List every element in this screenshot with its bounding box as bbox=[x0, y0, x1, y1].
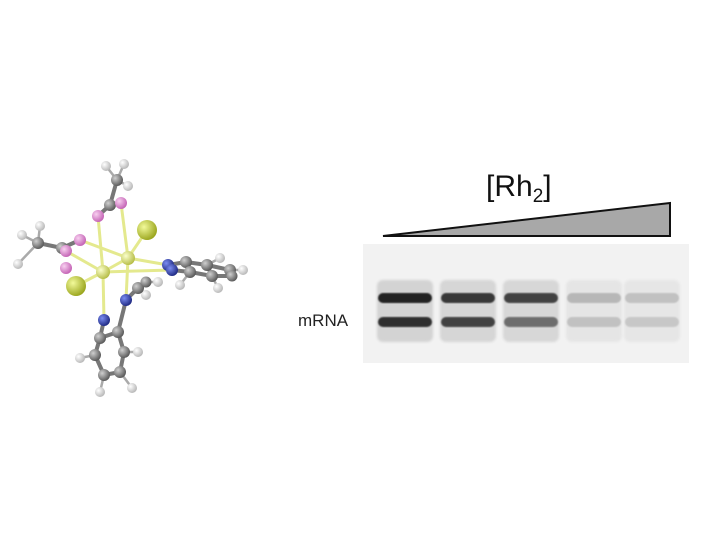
concentration-label: [Rh2] bbox=[486, 170, 552, 207]
gel-band-upper-lane-2 bbox=[441, 293, 495, 303]
gel-lane-1 bbox=[377, 280, 433, 342]
gel-band-upper-lane-4 bbox=[567, 293, 621, 303]
nitrogen-atoms bbox=[98, 259, 178, 326]
gel-lanes bbox=[377, 280, 680, 342]
chlorine-atoms bbox=[66, 220, 157, 296]
hydrogen-atoms bbox=[13, 159, 248, 397]
gel-band-upper-lane-3 bbox=[504, 293, 558, 303]
concentration-wedge bbox=[382, 201, 671, 237]
gel-lane-2 bbox=[440, 280, 496, 342]
oxygen-atoms bbox=[60, 197, 127, 274]
gel-lane-4 bbox=[566, 280, 622, 342]
gel-band-upper-lane-5 bbox=[625, 293, 679, 303]
rh2-complex-icon bbox=[13, 159, 248, 397]
gel-band-upper-lane-1 bbox=[378, 293, 432, 303]
gel-band-lower-lane-3 bbox=[504, 317, 558, 327]
gel-image bbox=[363, 244, 689, 363]
mrna-band-label: mRNA bbox=[298, 311, 349, 330]
gel-band-lower-lane-1 bbox=[378, 317, 432, 327]
gel-band-lower-lane-2 bbox=[441, 317, 495, 327]
gel-lane-5 bbox=[624, 280, 680, 342]
gel-band-lower-lane-4 bbox=[567, 317, 621, 327]
gel-band-lower-lane-5 bbox=[625, 317, 679, 327]
rhodium-atoms bbox=[96, 251, 135, 279]
gel-lane-3 bbox=[503, 280, 559, 342]
